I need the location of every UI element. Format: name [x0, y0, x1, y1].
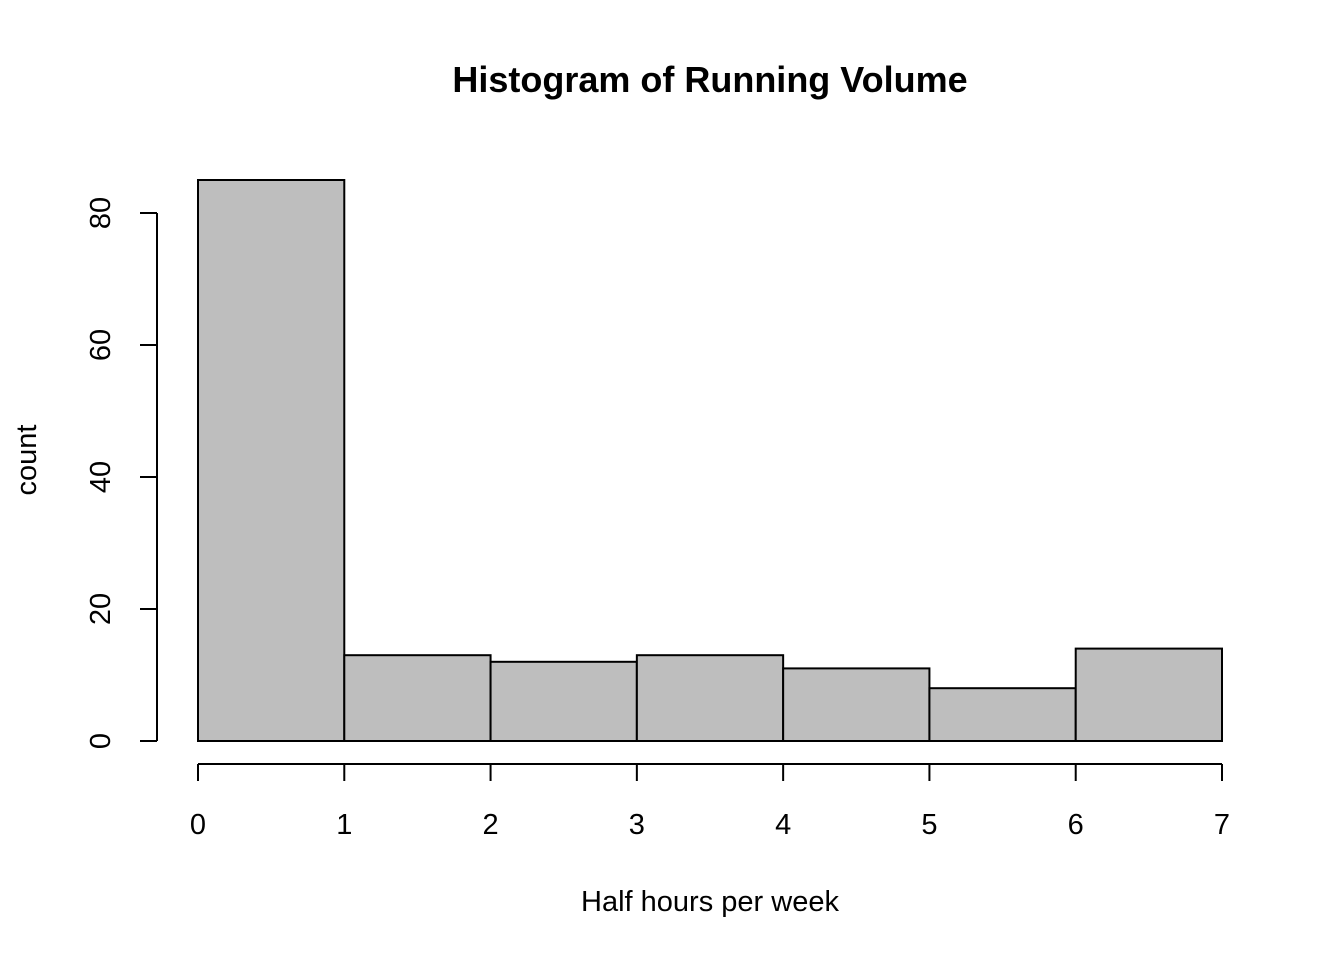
histogram-bar-2 [489, 660, 638, 742]
x-tick-label: 6 [1068, 809, 1084, 841]
histogram-bar-3 [635, 654, 785, 743]
x-tick-label: 4 [775, 809, 791, 841]
x-tick-label: 2 [483, 809, 499, 841]
x-tick-label: 1 [336, 809, 352, 841]
y-axis: 0 20 40 60 80 [85, 197, 158, 749]
histogram-bar-6 [1074, 647, 1223, 742]
histogram-bar-4 [782, 667, 931, 743]
y-tick-label: 20 [85, 593, 117, 625]
chart-title: Histogram of Running Volume [452, 59, 967, 100]
y-tick-label: 40 [85, 461, 117, 493]
histogram-bar-1 [343, 654, 492, 743]
y-tick-label: 80 [85, 197, 117, 229]
x-tick-label: 3 [629, 809, 645, 841]
x-axis-label: Half hours per week [581, 886, 839, 918]
y-axis-label: count [11, 425, 43, 496]
x-tick-label: 5 [921, 809, 937, 841]
x-tick-label: 0 [190, 809, 206, 841]
x-axis: 0 1 2 3 4 5 6 7 [190, 763, 1230, 841]
y-tick-label: 0 [85, 733, 117, 749]
histogram-bar-0 [197, 179, 346, 742]
histogram-bar-5 [928, 687, 1077, 743]
y-tick-label: 60 [85, 329, 117, 361]
bars-group [197, 179, 1223, 743]
x-tick-label: 7 [1214, 809, 1230, 841]
